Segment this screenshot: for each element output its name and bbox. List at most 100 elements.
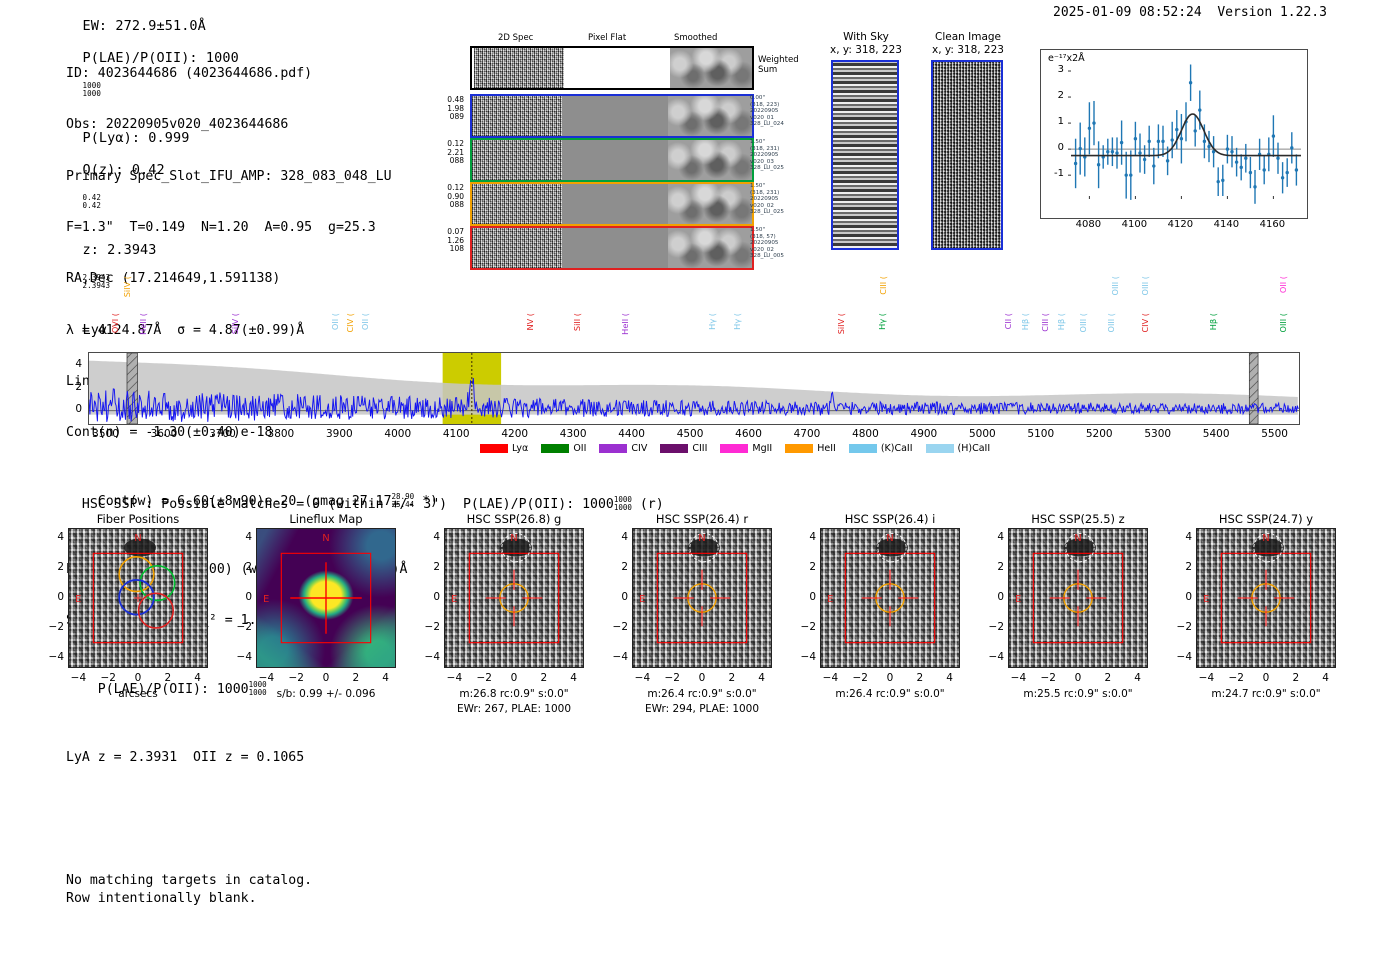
emission-line-label: NV ( — [525, 313, 535, 331]
header-plae-range: 1000 1000 — [82, 81, 101, 98]
svg-text:N: N — [510, 533, 517, 544]
cutout-xtick: 0 — [886, 672, 894, 684]
emission-line-label: SiII ( — [572, 313, 582, 332]
spectrum-xtick: 4400 — [618, 428, 645, 440]
spec2d-row-2-right-label: 1.50" (318, 231) 20220905 v020_03 328_LU… — [750, 139, 784, 172]
cutout-title: HSC SSP(26.8) g — [466, 512, 562, 526]
cutout-image-grey[interactable] — [1196, 528, 1336, 668]
legend-swatch — [541, 444, 570, 453]
svg-text:N: N — [1074, 533, 1081, 544]
cutout-image-grey[interactable] — [1008, 528, 1148, 668]
cutout-overlay: NE — [827, 533, 936, 644]
line-fit-xtick: 4100 — [1121, 219, 1148, 230]
cutout-xtick: 0 — [510, 672, 518, 684]
clean-image — [931, 60, 1003, 250]
spec2d-row-3-right-label: 1.50" (318, 231) 20220905 v020_02 328_LU… — [750, 183, 784, 216]
spec2d-col-title-pixelflat: Pixel Flat — [588, 33, 627, 43]
cutout-xtick: −4 — [822, 672, 839, 684]
line-fit-xtick: 4160 — [1259, 219, 1286, 230]
svg-text:E: E — [1203, 594, 1209, 605]
emission-line-label: Hβ ( — [1208, 313, 1218, 331]
line-fit-xtick: 4080 — [1075, 219, 1102, 230]
svg-text:E: E — [451, 594, 457, 605]
header-z-suffix: Lyα — [82, 322, 108, 338]
legend-swatch — [785, 444, 814, 453]
cutout-ytick: 2 — [621, 561, 628, 574]
cutout-ytick: −4 — [424, 650, 440, 663]
spectrum-xtick: 5100 — [1027, 428, 1055, 440]
cutout-xtick: −4 — [258, 672, 275, 684]
svg-text:N: N — [1262, 533, 1269, 544]
cutout-xtick: 4 — [570, 672, 577, 684]
line-fit-ytick: 2 — [1057, 90, 1064, 102]
spectrum-ytick: 2 — [75, 380, 82, 393]
cutout-xtick: 4 — [758, 672, 765, 684]
emission-line-label: OIII ( — [1106, 313, 1116, 333]
spectrum-xtick: 3900 — [325, 428, 353, 440]
legend-swatch — [720, 444, 749, 453]
cutout-ytick: 4 — [621, 531, 628, 544]
legend-swatch — [925, 444, 954, 453]
cutout-caption-1: m:25.5 rc:0.9" s:0.0" — [1023, 688, 1133, 700]
cutout-ytick: −4 — [48, 650, 64, 663]
emission-line-label: CIII ( — [878, 276, 888, 295]
emission-line-label: CII ( — [1003, 313, 1013, 330]
spectrum-ytick: 0 — [75, 402, 82, 415]
line-fit-unit-annotation: e⁻¹⁷x2Å — [1048, 53, 1085, 64]
cutout-ytick: 0 — [997, 591, 1004, 603]
cutout-xtick: −4 — [70, 672, 87, 684]
spec2d-row-4-left-label: 0.07 1.26 108 — [447, 227, 464, 254]
cutout-xtick: −2 — [852, 672, 868, 684]
info-cont-n: Cont(n) = -1.30(±0.40)e-18 — [66, 425, 273, 441]
cutout-ytick: −2 — [988, 620, 1004, 633]
svg-text:N: N — [322, 533, 329, 544]
spectrum-legend: Lyα OII CIV CIII MgII HeII (K)CaII (H)CaII — [480, 443, 990, 454]
legend-item: Lyα — [480, 443, 528, 454]
cutout-xtick: 4 — [382, 672, 389, 684]
svg-text:N: N — [886, 533, 893, 544]
cutout-caption-2: EWr: 267, PLAE: 1000 — [456, 703, 572, 715]
header-ew: EW: 272.9±51.0Å — [82, 18, 206, 34]
cutout-caption-1: m:26.4 rc:0.9" s:0.0" — [647, 688, 757, 700]
cutout-ytick: 0 — [245, 591, 252, 603]
spec2d-weighted-sum-row — [470, 46, 754, 90]
legend-label: Lyα — [512, 443, 529, 454]
cutout-overlay: NE — [263, 533, 372, 644]
emission-line-label: SiIV ( — [836, 313, 846, 335]
legend-label: CIV — [631, 443, 648, 454]
legend-swatch — [848, 444, 877, 453]
cutout-xtick: −2 — [288, 672, 304, 684]
cutout-ytick: −4 — [800, 650, 816, 663]
cutout-ytick: 2 — [245, 561, 252, 574]
line-fit-ytick: -1 — [1054, 168, 1064, 180]
legend-item: (H)CaII — [925, 443, 990, 454]
spec2d-row-3 — [470, 182, 754, 226]
cutout-ytick: 4 — [1185, 531, 1192, 544]
legend-item: HeII — [785, 443, 836, 454]
main-spectrum-svg — [89, 353, 1299, 424]
cutout-xtick: −4 — [446, 672, 463, 684]
spectrum-xtick: 3500 — [92, 428, 119, 440]
cutout-xtick: 2 — [164, 672, 172, 684]
emission-line-label: OII ( — [360, 313, 370, 331]
legend-item: MgII — [720, 443, 772, 454]
info-redshifts: LyA z = 2.3931 OII z = 0.1065 — [66, 749, 305, 765]
info-plae: P(LAE)/P(OII): 1000 1000 1000 — [97, 679, 267, 697]
emission-line-label: Hγ ( — [877, 313, 887, 330]
header-plya: P(Lyα): 0.999 — [82, 130, 190, 146]
spec2d-row-2 — [470, 138, 754, 182]
cutout-ytick: −4 — [988, 650, 1004, 663]
cutout-title: Lineflux Map — [289, 512, 363, 526]
spectrum-xtick: 4900 — [910, 428, 938, 440]
cutout-xtick: 2 — [728, 672, 736, 684]
main-spectrum-plot — [88, 352, 1300, 425]
cutout-ytick: 0 — [57, 591, 64, 603]
emission-line-label: CIV ( — [1140, 313, 1150, 333]
spec2d-row-4 — [470, 226, 754, 270]
legend-swatch — [599, 444, 628, 453]
spec2d-weighted-sum-label: Weighted Sum — [758, 55, 799, 75]
spectrum-xtick: 3600 — [150, 428, 178, 440]
spectrum-xtick: 4100 — [442, 428, 470, 440]
spectrum-xtick: 4500 — [676, 428, 704, 440]
cutout-caption-1: m:26.8 rc:0.9" s:0.0" — [459, 688, 569, 700]
